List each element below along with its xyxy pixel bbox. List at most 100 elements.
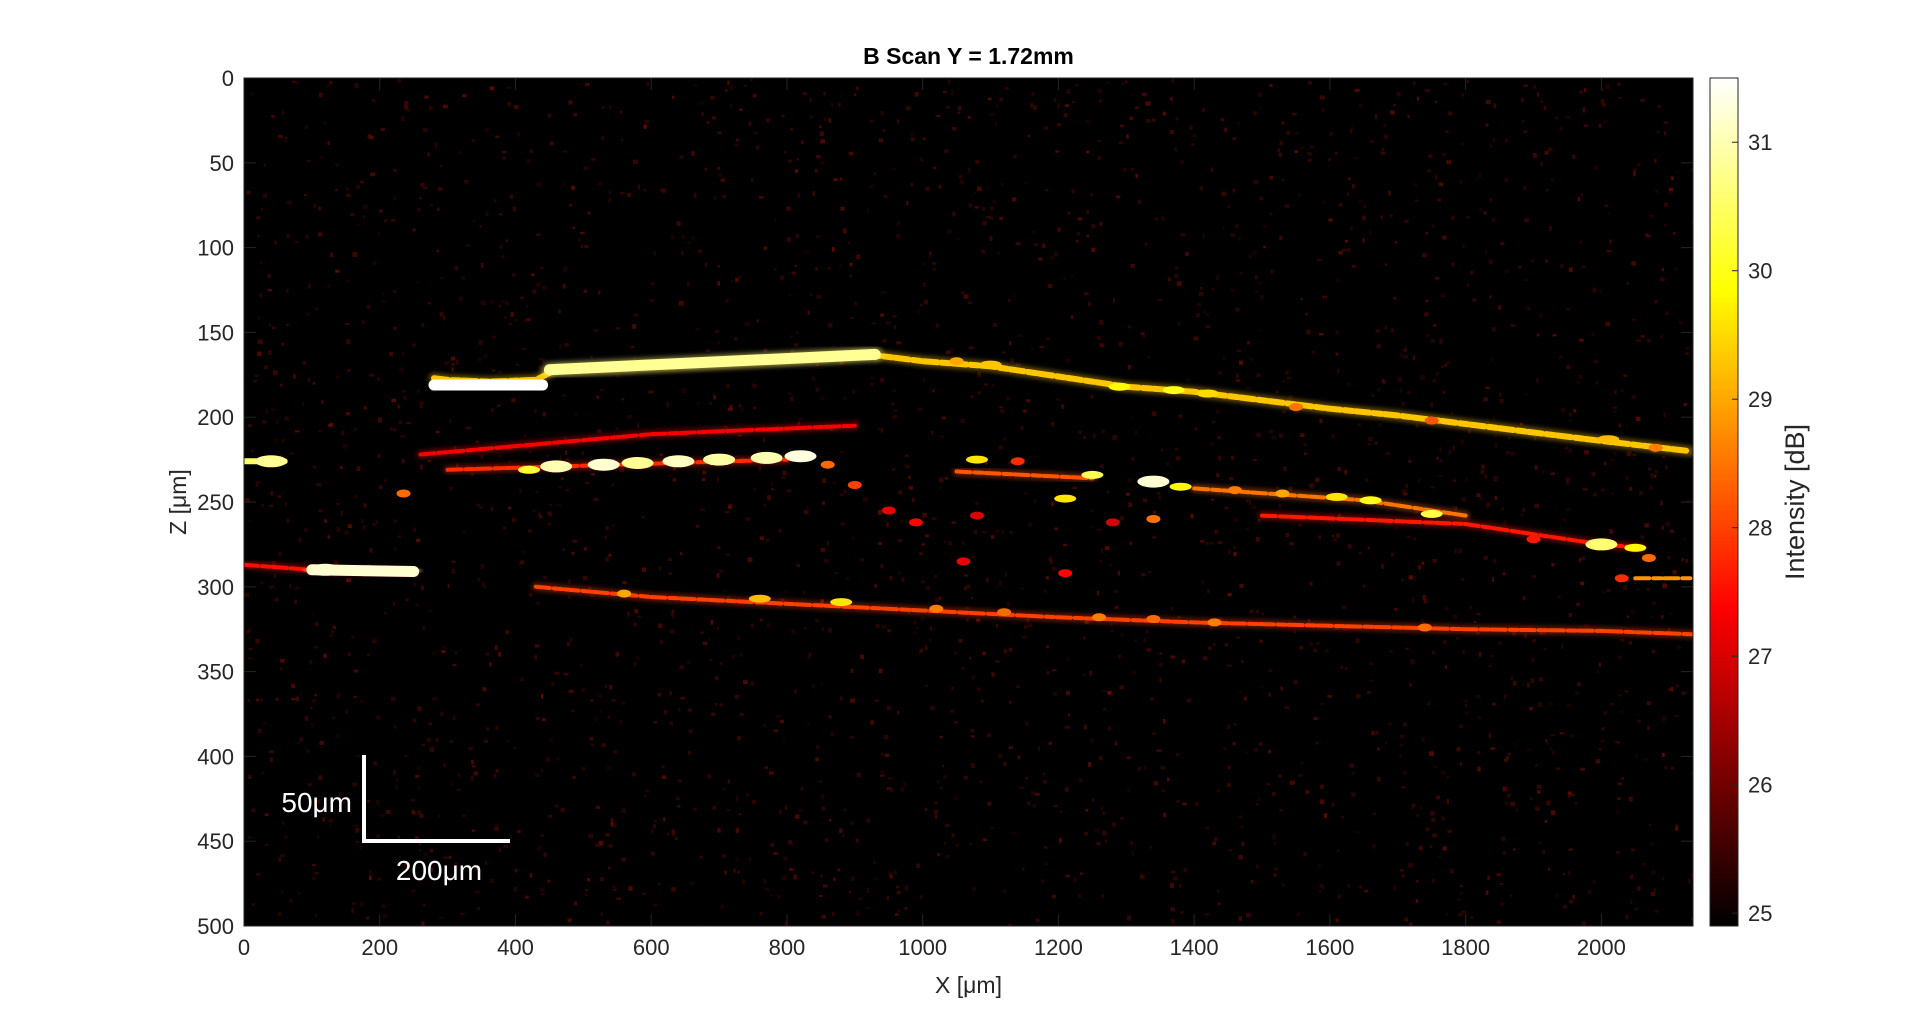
speckle	[997, 754, 1003, 759]
speckle	[460, 912, 465, 916]
speckle	[1158, 496, 1161, 500]
speckle	[1006, 396, 1011, 401]
speckle	[1419, 805, 1423, 810]
speckle	[1431, 817, 1436, 822]
speckle	[796, 234, 800, 238]
speckle	[975, 160, 980, 164]
speckle	[437, 814, 440, 819]
speckle	[280, 342, 285, 347]
speckle	[1088, 762, 1092, 767]
speckle	[1275, 390, 1279, 393]
speckle	[851, 876, 855, 881]
speckle	[1020, 426, 1024, 430]
speckle	[1618, 694, 1622, 697]
speckle	[1254, 275, 1258, 280]
speckle	[1175, 266, 1179, 270]
speckle	[328, 423, 332, 427]
speckle	[887, 629, 891, 633]
speckle	[1229, 849, 1233, 852]
speckle	[405, 598, 409, 602]
speckle	[1252, 458, 1257, 461]
speckle	[795, 169, 798, 173]
speckle	[1341, 248, 1347, 252]
speckle	[779, 597, 783, 600]
speckle	[426, 738, 432, 743]
speckle	[611, 483, 614, 487]
speckle	[1063, 277, 1066, 281]
speckle	[547, 879, 550, 883]
speckle	[398, 420, 402, 424]
speckle	[866, 208, 870, 213]
speckle	[1669, 612, 1673, 615]
speckle	[286, 288, 289, 293]
speckle	[1185, 251, 1189, 257]
speckle	[930, 706, 935, 710]
speckle	[1226, 205, 1231, 209]
speckle	[1216, 473, 1220, 477]
speckle	[1685, 558, 1688, 563]
speckle	[884, 753, 890, 757]
speckle	[278, 551, 282, 557]
bright-spot-0	[518, 465, 540, 474]
speckle	[944, 824, 950, 828]
speckle	[465, 244, 470, 247]
speckle	[1578, 557, 1582, 563]
speckle	[417, 208, 421, 212]
speckle	[402, 389, 406, 393]
speckle	[247, 699, 250, 702]
speckle	[1160, 766, 1166, 770]
speckle	[919, 895, 923, 900]
speckle	[1316, 642, 1320, 645]
speckle	[1268, 692, 1272, 697]
speckle	[726, 809, 731, 812]
speckle	[972, 675, 975, 680]
speckle	[452, 664, 457, 667]
speckle	[920, 303, 923, 307]
speckle	[1090, 192, 1093, 197]
speckle	[1618, 96, 1622, 99]
speckle	[1337, 849, 1340, 852]
speckle	[270, 491, 274, 496]
speckle	[260, 698, 263, 703]
speckle	[1675, 826, 1679, 831]
speckle	[1109, 563, 1112, 568]
speckle	[1542, 850, 1545, 855]
speckle	[632, 159, 638, 164]
speckle	[294, 586, 300, 591]
speckle	[1647, 726, 1650, 731]
speckle	[1640, 99, 1646, 102]
speckle	[1241, 842, 1245, 847]
speckle	[717, 166, 721, 170]
speckle	[1206, 313, 1209, 316]
speckle	[735, 138, 740, 142]
speckle	[918, 649, 923, 654]
speckle	[824, 559, 829, 563]
speckle	[397, 835, 400, 839]
speckle	[477, 907, 480, 911]
speckle	[428, 106, 433, 110]
speckle	[845, 591, 851, 594]
speckle	[1439, 459, 1443, 462]
speckle	[453, 862, 459, 867]
speckle	[697, 468, 700, 474]
speckle	[1348, 543, 1352, 549]
speckle	[1665, 311, 1669, 316]
speckle	[538, 357, 543, 361]
speckle	[246, 630, 250, 635]
speckle	[1422, 595, 1427, 601]
speckle	[1227, 664, 1232, 667]
speckle	[998, 406, 1003, 409]
speckle	[291, 698, 296, 701]
speckle	[1513, 742, 1516, 747]
speckle	[530, 149, 533, 154]
speckle	[1364, 889, 1368, 893]
speckle	[688, 729, 693, 733]
speckle	[1026, 134, 1031, 138]
speckle	[1536, 784, 1542, 789]
speckle	[1054, 527, 1059, 531]
speckle	[816, 364, 819, 367]
speckle	[920, 579, 925, 584]
speckle	[1391, 552, 1394, 557]
speckle	[581, 451, 585, 456]
speckle	[1396, 92, 1401, 97]
